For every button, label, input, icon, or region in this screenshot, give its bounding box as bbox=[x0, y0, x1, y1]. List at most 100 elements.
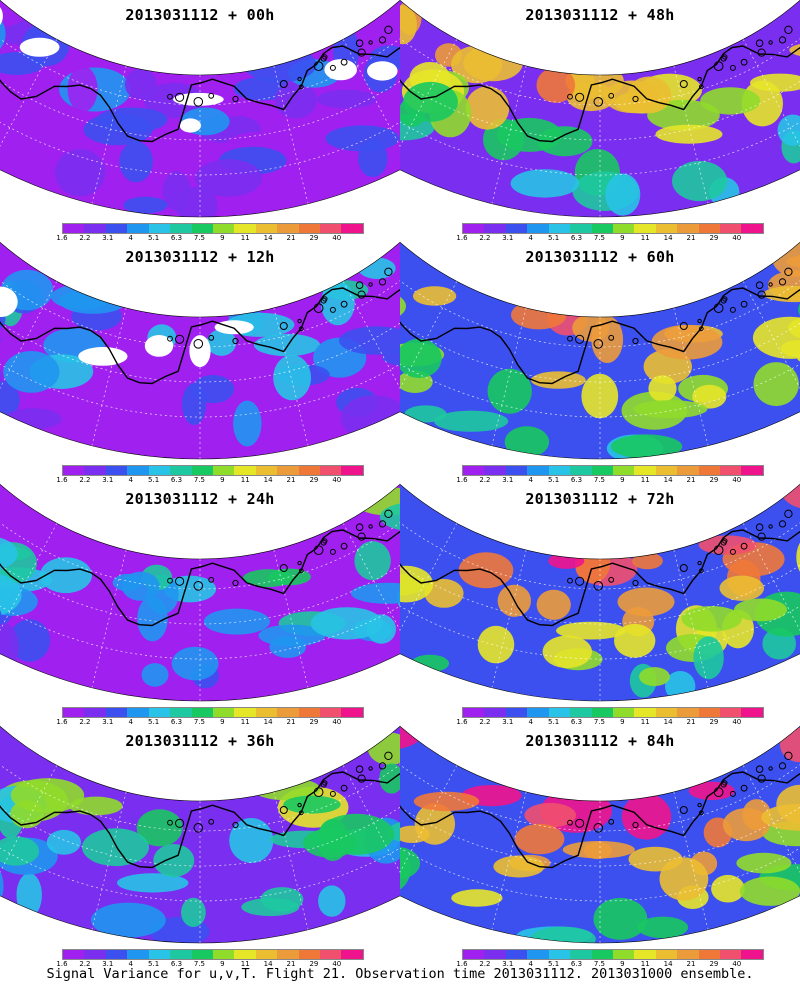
variance-blob bbox=[318, 813, 395, 855]
colorbar-swatch bbox=[677, 950, 699, 959]
variance-blob bbox=[253, 333, 321, 357]
island-outline bbox=[355, 765, 364, 774]
parallel-line bbox=[0, 260, 400, 348]
colorbar-swatch bbox=[591, 224, 613, 233]
variance-blob bbox=[55, 149, 106, 197]
variance-blob bbox=[51, 284, 114, 310]
parallel-line bbox=[0, 286, 400, 383]
variance-blob bbox=[514, 823, 565, 855]
colorbar-swatch bbox=[298, 950, 321, 959]
colorbar-swatch bbox=[612, 466, 635, 475]
colorbar-swatch bbox=[484, 224, 506, 233]
island-outline bbox=[755, 523, 764, 532]
variance-blob bbox=[39, 557, 92, 594]
island-outline bbox=[729, 64, 736, 71]
island-outline bbox=[575, 576, 585, 586]
island-outline bbox=[313, 787, 324, 797]
colorbar-swatch bbox=[698, 224, 721, 233]
colorbar-ticks: 1.6 2.2 3.1 4 5.1 6.3 7.5 9 11 14 21 29 40 bbox=[452, 718, 772, 728]
island-outline bbox=[757, 532, 766, 541]
island-outline bbox=[720, 297, 727, 304]
variance-blob bbox=[651, 324, 723, 360]
parallel-line bbox=[0, 744, 400, 832]
variance-blob bbox=[379, 763, 400, 794]
meridian-line bbox=[342, 281, 400, 407]
colorbar-ticks: 1.6 2.2 3.1 4 5.1 6.3 7.5 9 11 14 21 29 40 bbox=[52, 718, 372, 728]
colorbar-swatch bbox=[484, 708, 506, 717]
colorbar-swatch bbox=[634, 950, 656, 959]
island-outline bbox=[608, 92, 615, 99]
variance-blob bbox=[524, 802, 576, 828]
variance-blob bbox=[692, 384, 727, 409]
colorbar-swatch bbox=[255, 708, 278, 717]
colorbar-tick-label: 11 bbox=[240, 960, 250, 968]
colorbar-swatch bbox=[463, 950, 485, 959]
island-outline bbox=[232, 821, 239, 829]
colorbar-tick-label: 4 bbox=[128, 718, 133, 726]
variance-blob bbox=[400, 565, 434, 603]
map-border bbox=[0, 726, 400, 944]
variance-blob bbox=[82, 828, 149, 867]
island-outline bbox=[340, 784, 348, 792]
colorbar-swatch bbox=[148, 708, 171, 717]
coastline bbox=[400, 256, 800, 385]
variance-blob bbox=[16, 872, 42, 918]
missing-data-region bbox=[189, 335, 211, 368]
colorbar-swatch bbox=[548, 708, 571, 717]
meridian-line bbox=[0, 765, 58, 891]
forecast-panel: 2013031112 + 48h 1.6 2.2 3.1 4 5.1 6.3 7.5 9 11 14… bbox=[400, 0, 800, 245]
island-outline bbox=[698, 84, 704, 90]
forecast-panel: 2013031112 + 36h 1.6 2.2 3.1 4 5.1 6.3 7.5 9 11 14… bbox=[0, 726, 400, 971]
colorbar-swatch bbox=[741, 466, 763, 475]
colorbar bbox=[62, 223, 364, 234]
colorbar-swatch bbox=[612, 224, 635, 233]
island-outline bbox=[784, 751, 793, 760]
colorbar-swatch bbox=[212, 224, 235, 233]
variance-blob bbox=[10, 800, 44, 829]
meridian-line bbox=[91, 549, 127, 688]
colorbar-swatch bbox=[170, 708, 192, 717]
variance-blob bbox=[537, 126, 593, 157]
missing-data-region bbox=[214, 320, 254, 335]
meridian-line bbox=[400, 281, 458, 407]
island-outline bbox=[208, 334, 215, 341]
colorbar-swatch bbox=[655, 466, 678, 475]
missing-data-region bbox=[173, 92, 224, 106]
map-border bbox=[0, 242, 400, 460]
island-outline bbox=[193, 581, 204, 591]
parallel-line bbox=[0, 18, 400, 106]
island-outline bbox=[297, 318, 302, 324]
colorbar-swatch bbox=[277, 708, 299, 717]
colorbar-swatch bbox=[298, 708, 321, 717]
island-outline bbox=[378, 278, 387, 286]
colorbar-tick-label: 4 bbox=[128, 476, 133, 484]
colorbar-tick-label: 3.1 bbox=[102, 960, 114, 968]
panel-title: 2013031112 + 12h bbox=[125, 248, 275, 266]
colorbar-tick-label: 29 bbox=[709, 718, 719, 726]
colorbar-tick-label: 14 bbox=[263, 234, 273, 242]
variance-map bbox=[0, 726, 400, 944]
parallel-line bbox=[400, 70, 800, 176]
forecast-panel: 2013031112 + 60h 1.6 2.2 3.1 4 5.1 6.3 7.5 9 11 14… bbox=[400, 242, 800, 487]
colorbar-swatch bbox=[634, 466, 656, 475]
variance-blob bbox=[750, 73, 800, 92]
colorbar-swatch bbox=[277, 950, 299, 959]
variance-blob bbox=[195, 159, 263, 197]
island-outline bbox=[298, 568, 304, 574]
variance-map bbox=[0, 242, 400, 460]
colorbar-tick-label: 29 bbox=[709, 234, 719, 242]
colorbar-swatch bbox=[105, 950, 128, 959]
island-outline bbox=[193, 339, 204, 349]
colorbar-tick-label: 9 bbox=[620, 476, 625, 484]
colorbar-swatch bbox=[591, 466, 613, 475]
variance-blob bbox=[67, 65, 98, 113]
colorbar-tick-label: 7.5 bbox=[593, 476, 605, 484]
island-outline bbox=[698, 568, 704, 574]
colorbar-swatch bbox=[720, 708, 742, 717]
meridian-line bbox=[491, 549, 527, 688]
island-outline bbox=[698, 326, 704, 332]
parallel-line bbox=[400, 528, 800, 625]
variance-blob bbox=[400, 5, 417, 45]
meridian-line bbox=[273, 307, 309, 446]
island-outline bbox=[340, 58, 348, 66]
